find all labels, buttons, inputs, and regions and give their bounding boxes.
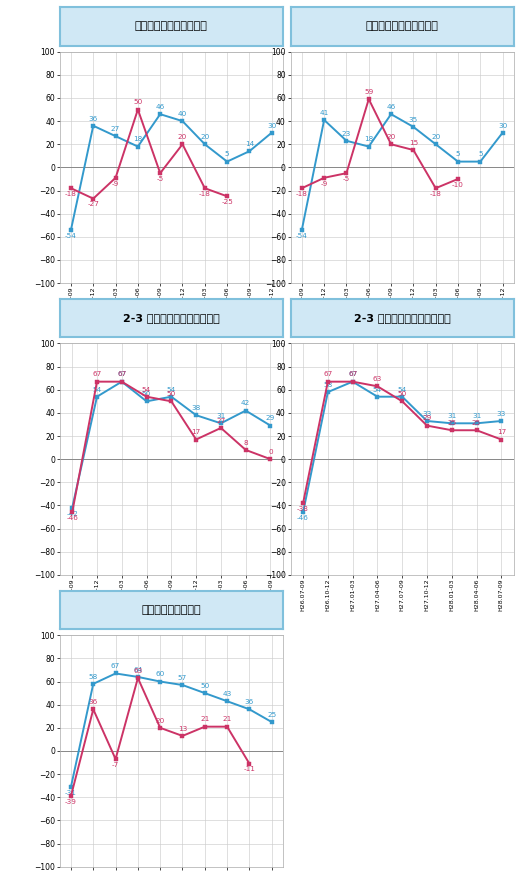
Text: 20: 20	[200, 134, 210, 140]
Text: 60: 60	[155, 672, 165, 678]
Text: 63: 63	[373, 376, 382, 382]
Text: 58: 58	[323, 381, 332, 388]
Text: -39: -39	[65, 799, 77, 805]
Text: 18: 18	[364, 137, 373, 142]
Text: 54: 54	[398, 387, 407, 393]
Text: 14: 14	[245, 141, 254, 147]
Text: 35: 35	[409, 117, 418, 123]
Text: 25: 25	[472, 420, 481, 426]
Text: 67: 67	[117, 372, 126, 377]
Text: 67: 67	[348, 372, 357, 377]
Text: 33: 33	[422, 411, 432, 417]
Text: 0: 0	[268, 449, 273, 455]
Text: 54: 54	[167, 387, 176, 393]
Text: 31: 31	[447, 413, 457, 419]
Text: 21: 21	[200, 717, 210, 723]
Text: 29: 29	[422, 415, 432, 422]
Text: -7: -7	[112, 762, 119, 768]
Text: 67: 67	[93, 372, 101, 377]
Text: 2-3 階建て賃貸住宅受注金額: 2-3 階建て賃貸住宅受注金額	[354, 313, 451, 323]
Text: -42: -42	[66, 510, 78, 517]
Text: 23: 23	[342, 131, 351, 137]
Text: -10: -10	[452, 182, 464, 188]
Text: 57: 57	[178, 675, 187, 681]
Text: 27: 27	[216, 418, 226, 424]
Text: 30: 30	[267, 123, 276, 129]
Text: 20: 20	[155, 718, 165, 724]
Text: 43: 43	[223, 691, 232, 697]
Text: 25: 25	[267, 712, 276, 718]
Text: -46: -46	[66, 515, 78, 521]
Text: 38: 38	[191, 405, 201, 411]
Text: -18: -18	[199, 191, 211, 197]
Text: 18: 18	[133, 137, 142, 142]
Text: -38: -38	[297, 506, 309, 512]
Text: -25: -25	[221, 199, 233, 205]
Text: 67: 67	[348, 372, 357, 377]
Text: 2-3 階建て賃貸住宅受注戸数: 2-3 階建て賃貸住宅受注戸数	[123, 313, 220, 323]
Text: 67: 67	[117, 372, 126, 377]
Text: 54: 54	[373, 387, 382, 393]
Text: 31: 31	[216, 413, 226, 419]
Text: 5: 5	[456, 152, 460, 158]
Text: 17: 17	[191, 429, 201, 436]
Text: 8: 8	[243, 440, 248, 446]
Text: 20: 20	[178, 134, 187, 140]
Text: -5: -5	[157, 176, 164, 182]
Text: 54: 54	[142, 387, 151, 393]
Text: -11: -11	[243, 766, 255, 773]
Text: 29: 29	[266, 415, 275, 422]
Text: 36: 36	[245, 699, 254, 706]
Text: 13: 13	[178, 726, 187, 732]
Text: 58: 58	[88, 673, 98, 679]
Text: 5: 5	[478, 152, 483, 158]
Text: -46: -46	[297, 515, 309, 521]
Text: 64: 64	[133, 666, 142, 672]
Text: 20: 20	[386, 134, 396, 140]
Text: -27: -27	[87, 201, 99, 207]
Text: 41: 41	[319, 110, 329, 116]
Text: 40: 40	[178, 111, 187, 117]
Text: 15: 15	[409, 140, 418, 145]
Text: 36: 36	[88, 116, 98, 122]
Text: -18: -18	[430, 191, 441, 197]
Text: 46: 46	[386, 104, 396, 110]
Text: リフォーム受注金額: リフォーム受注金額	[141, 604, 201, 615]
Text: 戸建て分譲住宅受注金額: 戸建て分譲住宅受注金額	[366, 21, 439, 31]
Text: 50: 50	[142, 391, 151, 397]
Text: 33: 33	[497, 411, 506, 417]
Text: 42: 42	[241, 401, 250, 407]
Text: -9: -9	[112, 180, 119, 186]
Text: 戸建て分譲住宅受注戸数: 戸建て分譲住宅受注戸数	[135, 21, 208, 31]
Text: -54: -54	[296, 233, 308, 239]
Text: 25: 25	[447, 420, 457, 426]
Text: 27: 27	[111, 126, 120, 132]
Text: -5: -5	[343, 176, 350, 182]
Text: 21: 21	[223, 717, 232, 723]
Text: 50: 50	[133, 99, 142, 105]
Text: 63: 63	[133, 668, 142, 674]
Text: -18: -18	[296, 191, 308, 197]
Text: 5: 5	[225, 152, 229, 158]
Text: 20: 20	[431, 134, 440, 140]
Text: -54: -54	[65, 233, 77, 239]
Text: 30: 30	[498, 123, 507, 129]
Text: -9: -9	[320, 180, 328, 186]
Text: 59: 59	[364, 89, 373, 95]
Text: 67: 67	[111, 664, 120, 669]
Text: 67: 67	[323, 372, 332, 377]
Text: 36: 36	[88, 699, 98, 706]
Text: 46: 46	[155, 104, 165, 110]
Text: 31: 31	[472, 413, 481, 419]
Text: -31: -31	[65, 790, 77, 795]
Text: 17: 17	[497, 429, 506, 436]
Text: 50: 50	[200, 683, 210, 689]
Text: -18: -18	[65, 191, 77, 197]
Text: 54: 54	[93, 387, 101, 393]
Text: 50: 50	[398, 391, 407, 397]
Text: 50: 50	[167, 391, 176, 397]
